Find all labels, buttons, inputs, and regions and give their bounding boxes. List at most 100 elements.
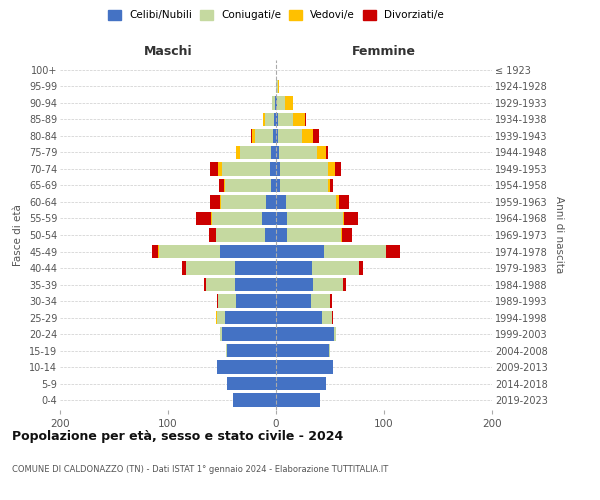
Bar bbox=[256, 129, 273, 142]
Bar bbox=[338, 195, 349, 209]
Text: COMUNE DI CALDONAZZO (TN) - Dati ISTAT 1° gennaio 2024 - Elaborazione TUTTITALIA: COMUNE DI CALDONAZZO (TN) - Dati ISTAT 1… bbox=[12, 465, 388, 474]
Y-axis label: Anni di nascita: Anni di nascita bbox=[554, 196, 565, 274]
Bar bbox=[210, 162, 218, 175]
Bar bbox=[152, 244, 158, 258]
Bar bbox=[276, 394, 320, 407]
Bar bbox=[302, 129, 313, 142]
Bar bbox=[313, 278, 343, 291]
Bar bbox=[271, 146, 276, 159]
Bar bbox=[233, 394, 276, 407]
Bar bbox=[276, 96, 277, 110]
Text: Maschi: Maschi bbox=[143, 46, 193, 59]
Bar bbox=[287, 212, 343, 226]
Bar bbox=[196, 212, 211, 226]
Bar bbox=[386, 244, 400, 258]
Bar bbox=[160, 244, 220, 258]
Bar bbox=[317, 146, 326, 159]
Bar bbox=[343, 212, 344, 226]
Bar bbox=[236, 146, 241, 159]
Bar bbox=[342, 228, 352, 242]
Bar bbox=[203, 278, 206, 291]
Bar bbox=[182, 261, 187, 275]
Bar bbox=[278, 129, 302, 142]
Bar bbox=[265, 112, 274, 126]
Bar bbox=[326, 146, 328, 159]
Bar bbox=[226, 344, 227, 358]
Bar bbox=[276, 311, 322, 324]
Bar bbox=[276, 195, 286, 209]
Bar bbox=[220, 328, 222, 341]
Bar bbox=[280, 178, 328, 192]
Bar bbox=[187, 261, 235, 275]
Bar bbox=[266, 195, 276, 209]
Bar bbox=[225, 178, 271, 192]
Bar bbox=[328, 162, 335, 175]
Bar bbox=[206, 278, 235, 291]
Bar bbox=[276, 261, 311, 275]
Bar bbox=[217, 294, 218, 308]
Bar bbox=[287, 228, 341, 242]
Bar bbox=[220, 195, 221, 209]
Bar bbox=[225, 311, 276, 324]
Bar bbox=[263, 112, 265, 126]
Bar bbox=[335, 162, 341, 175]
Bar bbox=[276, 129, 278, 142]
Bar bbox=[276, 112, 278, 126]
Bar bbox=[330, 294, 332, 308]
Bar bbox=[219, 178, 224, 192]
Bar bbox=[276, 228, 287, 242]
Bar bbox=[217, 311, 225, 324]
Bar bbox=[221, 195, 266, 209]
Bar bbox=[279, 146, 317, 159]
Bar bbox=[311, 294, 330, 308]
Bar bbox=[235, 261, 276, 275]
Bar bbox=[222, 162, 269, 175]
Bar bbox=[218, 294, 236, 308]
Bar bbox=[276, 328, 334, 341]
Bar bbox=[329, 344, 330, 358]
Bar bbox=[277, 96, 284, 110]
Bar bbox=[252, 129, 256, 142]
Bar bbox=[227, 344, 276, 358]
Bar bbox=[218, 162, 222, 175]
Bar bbox=[276, 212, 287, 226]
Bar bbox=[220, 244, 276, 258]
Bar bbox=[334, 328, 337, 341]
Bar bbox=[280, 162, 328, 175]
Bar bbox=[305, 112, 306, 126]
Bar bbox=[332, 311, 333, 324]
Bar bbox=[215, 228, 265, 242]
Bar bbox=[311, 261, 359, 275]
Bar bbox=[236, 294, 276, 308]
Bar bbox=[211, 212, 212, 226]
Bar bbox=[224, 178, 225, 192]
Bar bbox=[276, 377, 326, 390]
Bar bbox=[275, 96, 276, 110]
Bar bbox=[286, 195, 337, 209]
Bar bbox=[330, 178, 333, 192]
Bar bbox=[276, 244, 323, 258]
Bar bbox=[262, 212, 276, 226]
Bar bbox=[251, 129, 252, 142]
Text: Popolazione per età, sesso e stato civile - 2024: Popolazione per età, sesso e stato civil… bbox=[12, 430, 343, 443]
Bar bbox=[276, 146, 279, 159]
Bar bbox=[271, 178, 276, 192]
Bar bbox=[276, 178, 280, 192]
Bar bbox=[265, 228, 276, 242]
Legend: Celibi/Nubili, Coniugati/e, Vedovi/e, Divorziati/e: Celibi/Nubili, Coniugati/e, Vedovi/e, Di… bbox=[108, 10, 444, 20]
Text: Femmine: Femmine bbox=[352, 46, 416, 59]
Bar bbox=[276, 294, 311, 308]
Bar bbox=[278, 112, 293, 126]
Bar bbox=[337, 195, 338, 209]
Bar bbox=[323, 244, 386, 258]
Y-axis label: Fasce di età: Fasce di età bbox=[13, 204, 23, 266]
Bar bbox=[158, 244, 160, 258]
Bar bbox=[322, 311, 332, 324]
Bar bbox=[341, 228, 342, 242]
Bar bbox=[328, 178, 330, 192]
Bar bbox=[269, 162, 276, 175]
Bar bbox=[293, 112, 305, 126]
Bar bbox=[276, 278, 313, 291]
Bar bbox=[209, 228, 215, 242]
Bar bbox=[313, 129, 319, 142]
